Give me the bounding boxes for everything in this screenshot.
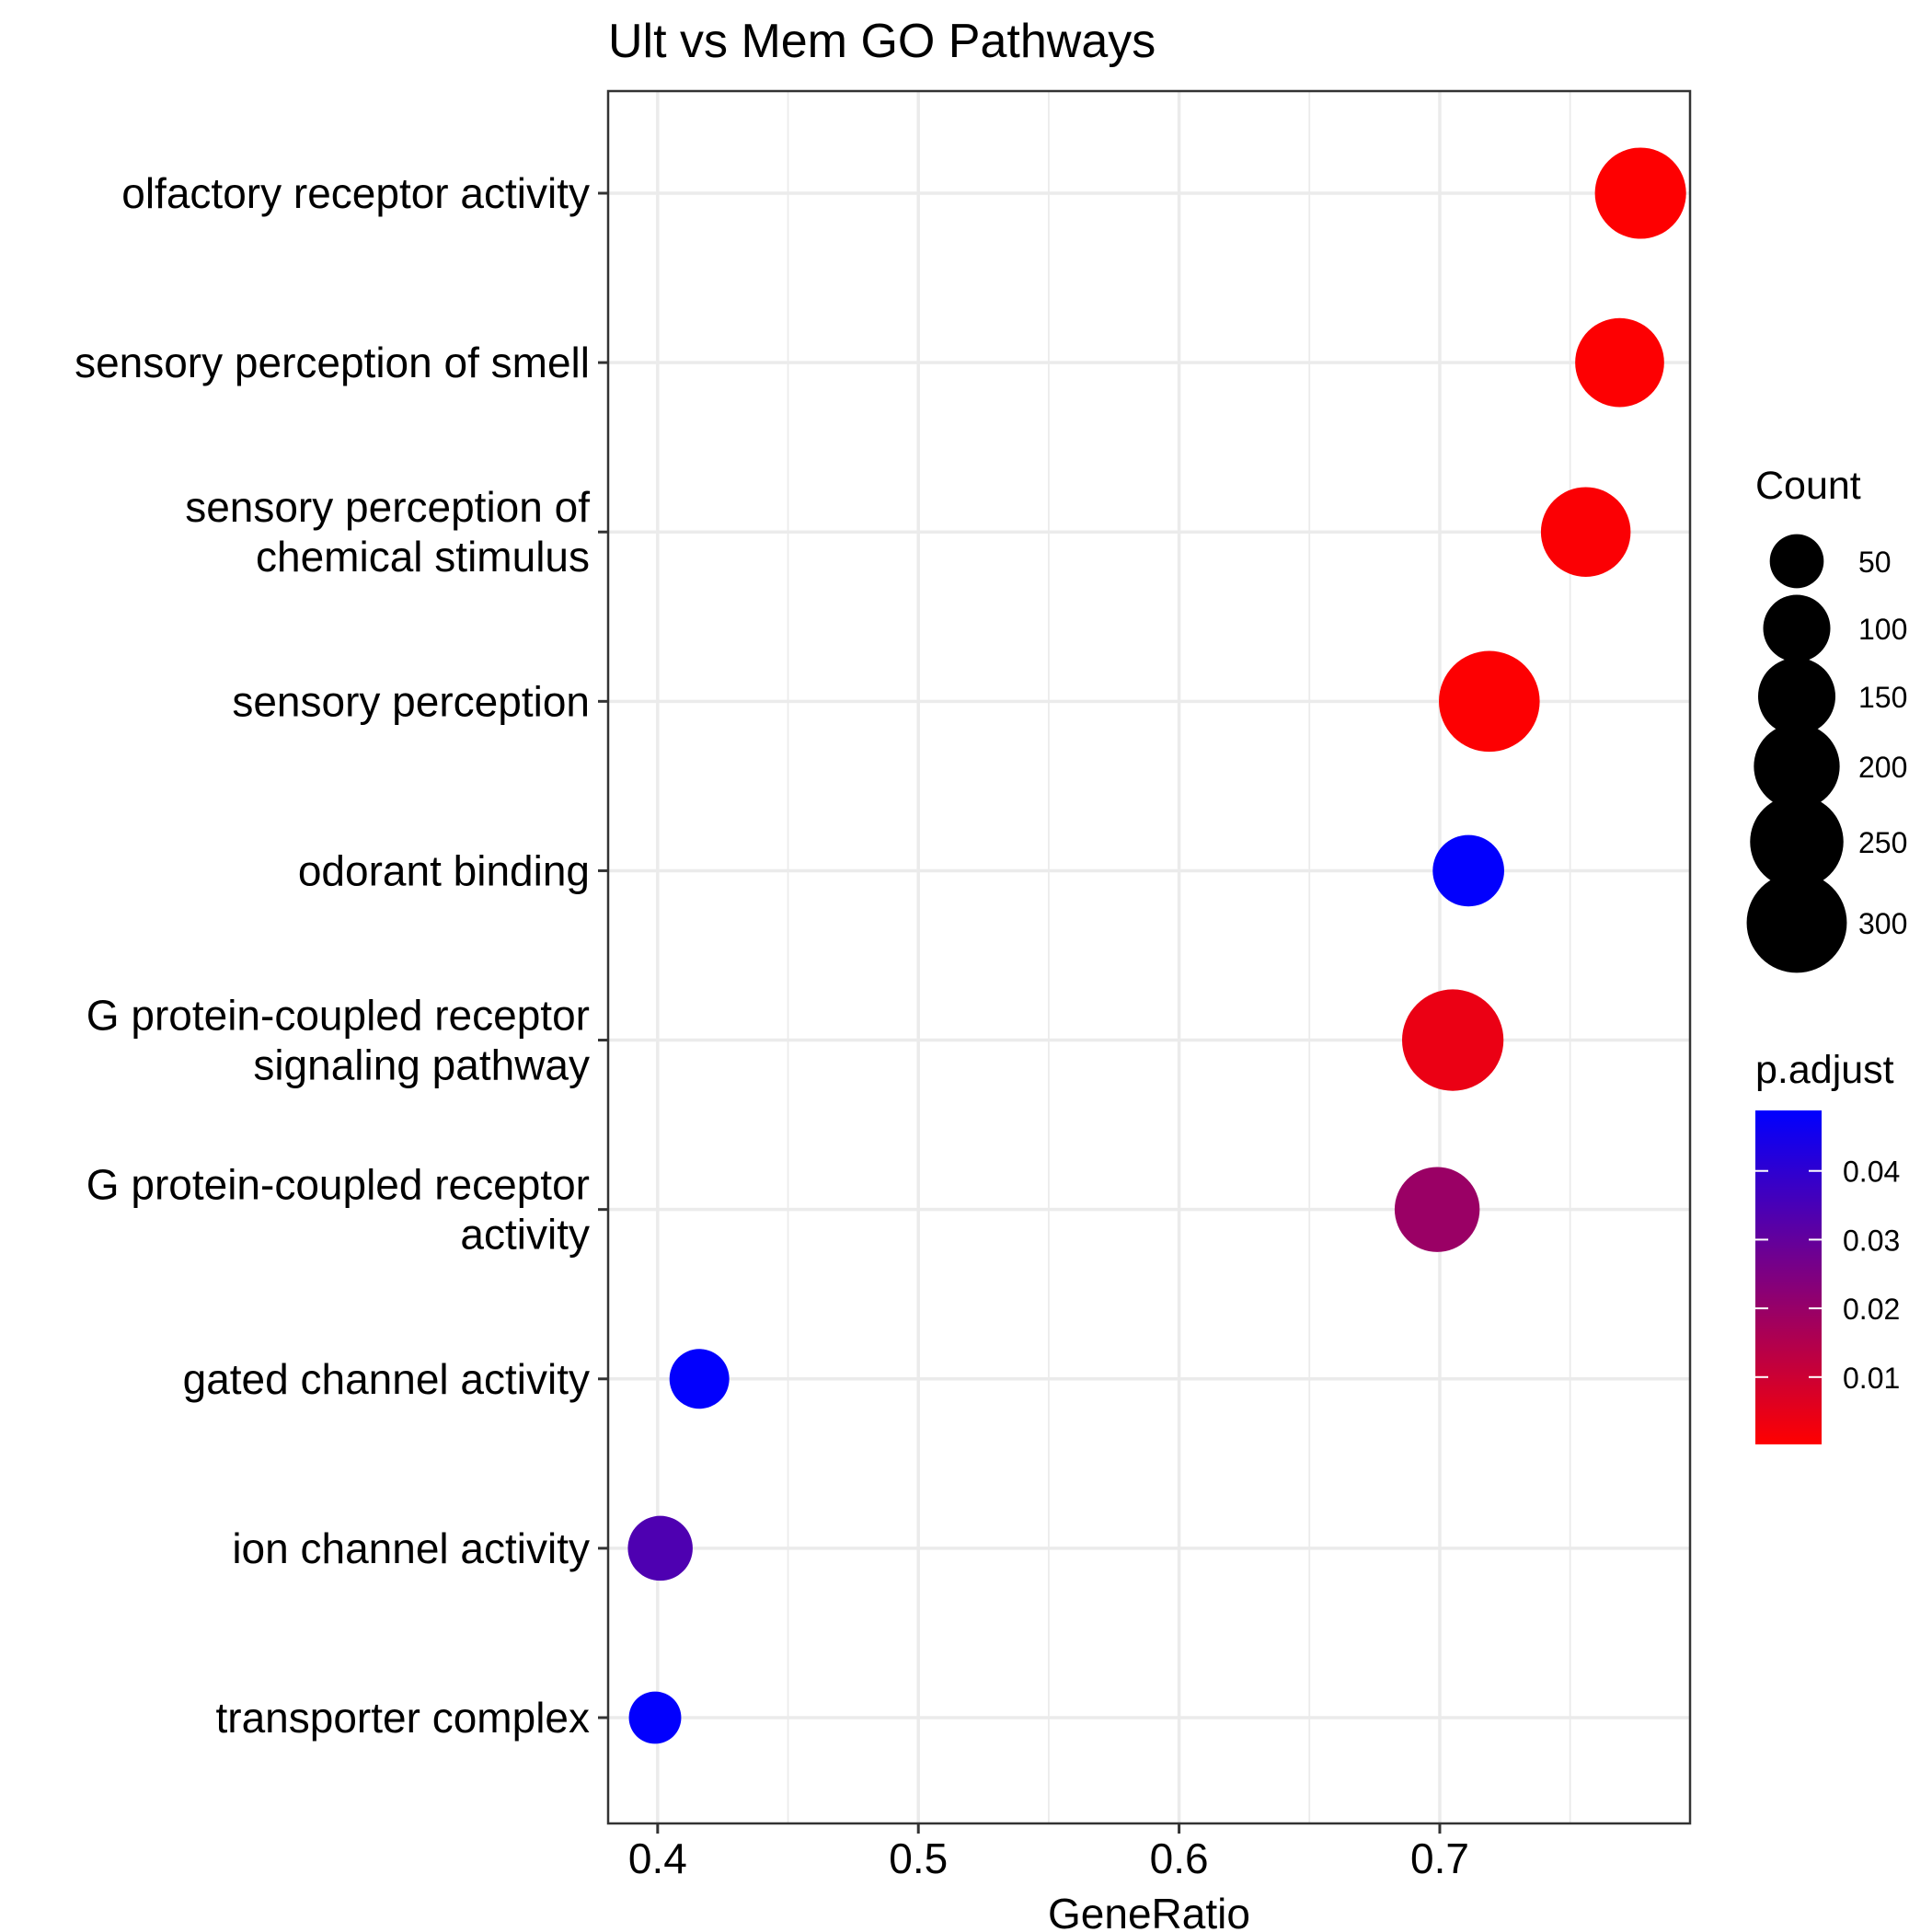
count-legend-label: 250: [1858, 826, 1907, 859]
y-tick-label: chemical stimulus: [256, 533, 590, 581]
p-adjust-tick-label: 0.04: [1843, 1156, 1900, 1189]
p-adjust-tick-label: 0.01: [1843, 1362, 1900, 1395]
chart-title: Ult vs Mem GO Pathways: [608, 15, 1156, 68]
y-tick-label: G protein-coupled receptor: [86, 992, 590, 1040]
count-legend-key: [1769, 534, 1824, 589]
data-point: [1394, 1167, 1480, 1252]
data-point: [1439, 650, 1540, 753]
x-tick-label: 0.5: [889, 1834, 948, 1882]
count-legend-key: [1763, 594, 1831, 662]
data-points: [627, 147, 1686, 1744]
count-legend-key: [1757, 657, 1836, 736]
x-tick-label: 0.4: [628, 1834, 687, 1882]
data-point: [627, 1515, 693, 1581]
panel-border: [606, 89, 1692, 1825]
p-adjust-legend: p.adjust 0.04 0.03 0.02 0.01: [1755, 1048, 1900, 1444]
data-point: [1594, 147, 1686, 239]
count-legend-label: 300: [1858, 907, 1907, 940]
grid-lines: [608, 91, 1690, 1823]
count-legend-key: [1754, 723, 1840, 810]
y-tick-label: sensory perception of: [185, 483, 590, 531]
data-point: [628, 1691, 682, 1744]
data-point: [1575, 317, 1664, 408]
data-point: [669, 1349, 730, 1409]
p-adjust-legend-title: p.adjust: [1755, 1048, 1894, 1092]
p-adjust-tick-label: 0.02: [1843, 1293, 1900, 1326]
x-tick-label: 0.7: [1410, 1834, 1469, 1882]
count-legend-label: 150: [1858, 681, 1907, 714]
y-tick-label: G protein-coupled receptor: [86, 1161, 590, 1209]
y-tick-label: sensory perception: [232, 677, 590, 725]
count-legend-title: Count: [1755, 464, 1861, 508]
y-tick-label: olfactory receptor activity: [121, 169, 590, 217]
y-axis: olfactory receptor activity sensory perce…: [75, 169, 608, 1742]
count-legend-label: 100: [1858, 613, 1907, 646]
count-legend: Count 50 100 150 200 250 300: [1746, 464, 1907, 973]
p-adjust-tick-label: 0.03: [1843, 1224, 1900, 1257]
x-axis-label: GeneRatio: [1048, 1890, 1250, 1932]
count-legend-key: [1746, 872, 1847, 973]
y-tick-label: ion channel activity: [232, 1524, 590, 1572]
y-tick-label: odorant binding: [298, 846, 590, 894]
y-tick-label: transporter complex: [216, 1694, 591, 1742]
p-adjust-colorbar: [1755, 1110, 1822, 1444]
count-legend-key: [1750, 795, 1844, 889]
count-legend-label: 50: [1858, 546, 1892, 579]
y-tick-label: signaling pathway: [253, 1041, 590, 1089]
y-tick-label: sensory perception of smell: [75, 339, 590, 386]
y-tick-label: gated channel activity: [183, 1355, 590, 1403]
data-point: [1432, 834, 1504, 907]
y-tick-label: activity: [460, 1211, 590, 1259]
data-point: [1401, 989, 1504, 1091]
count-legend-label: 200: [1858, 751, 1907, 784]
data-point: [1540, 487, 1631, 577]
x-axis: 0.4 0.5 0.6 0.7: [628, 1823, 1469, 1882]
x-tick-label: 0.6: [1150, 1834, 1209, 1882]
